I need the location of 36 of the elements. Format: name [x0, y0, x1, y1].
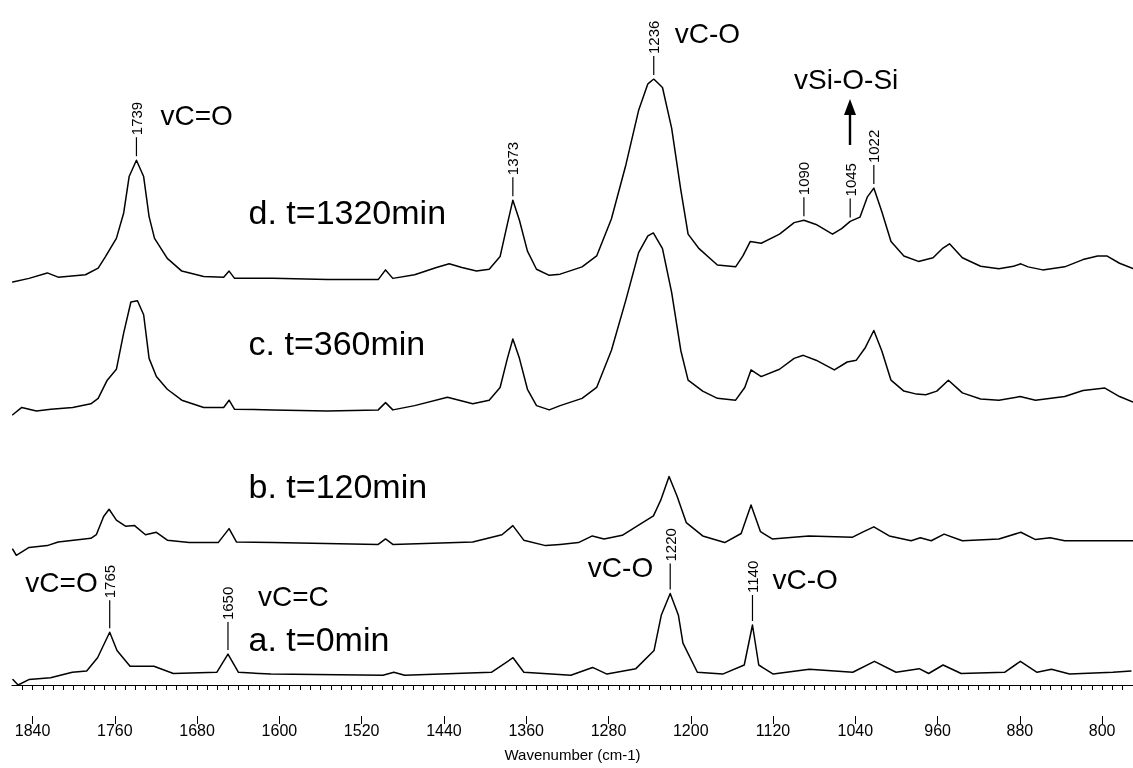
- x-tick-label: 1760: [97, 721, 133, 739]
- annotation: vC-O: [772, 563, 838, 595]
- x-tick-label: 800: [1088, 721, 1116, 739]
- x-tick-label: 1120: [755, 721, 791, 739]
- annotation: 1220: [661, 528, 679, 562]
- legend-label: a. t=0min: [248, 620, 390, 659]
- x-tick-label: 1440: [426, 721, 462, 739]
- x-tick-label: 1600: [261, 721, 298, 739]
- x-tick-label: 1840: [14, 721, 51, 739]
- series-label: d. t=1320min: [248, 193, 447, 232]
- annotation: vC=O: [160, 99, 233, 131]
- annotation: 1236: [645, 20, 663, 54]
- annotation: vC=C: [257, 580, 329, 612]
- series-label: c. t=360min: [248, 324, 426, 363]
- text: vC-O: [674, 17, 741, 49]
- x-tick-label: 1680: [179, 721, 216, 739]
- annotation: vSi-O-Si: [794, 63, 899, 95]
- x-tick-label: 1360: [508, 721, 545, 739]
- annotation: vC=O: [25, 566, 98, 598]
- x-tick-label: 1200: [672, 721, 709, 739]
- x-tick-label: 1280: [590, 721, 627, 739]
- annotation: vC-O: [587, 551, 654, 583]
- x-tick-label: 880: [1006, 721, 1034, 739]
- annotation: 1765: [101, 564, 119, 599]
- annotation: 1140: [743, 560, 761, 594]
- x-tick-label: 1520: [343, 721, 380, 739]
- annotation: 1022: [865, 129, 883, 164]
- annotation: 1045: [841, 163, 859, 197]
- x-tick-label: 1040: [837, 721, 874, 739]
- annotation: 1373: [504, 141, 522, 176]
- x-axis-title: Wavenumber (cm-1): [504, 746, 641, 763]
- annotation: 1739: [127, 101, 145, 136]
- x-tick-label: 960: [924, 721, 952, 739]
- annotation: 1650: [219, 586, 237, 621]
- annotation: 1090: [795, 161, 813, 196]
- series-label: b. t=120min: [248, 466, 428, 505]
